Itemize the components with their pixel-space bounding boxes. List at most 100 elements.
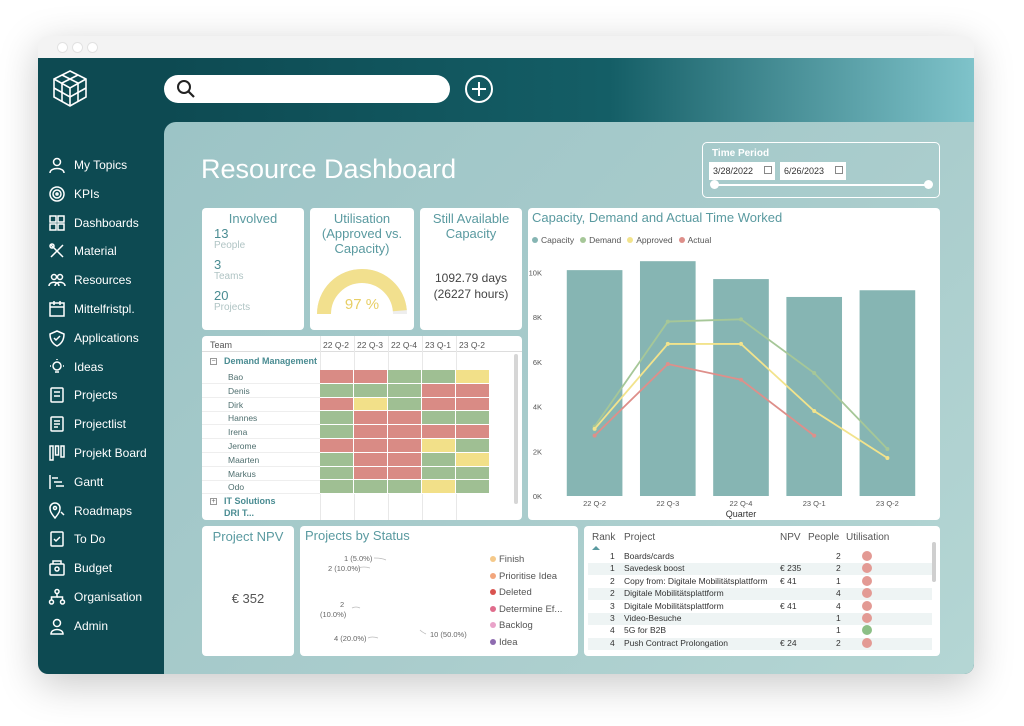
heatmap-cell[interactable]: [354, 452, 388, 467]
sidebar-item-gantt[interactable]: Gantt: [48, 471, 162, 493]
sort-arrow-icon[interactable]: [592, 546, 600, 550]
heatmap-cell[interactable]: [354, 411, 388, 426]
sidebar-item-roadmaps[interactable]: Roadmaps: [48, 500, 162, 522]
heatmap-cell[interactable]: [388, 480, 422, 495]
add-button[interactable]: [464, 74, 494, 104]
heatmap-cell[interactable]: [456, 411, 490, 426]
heatmap-cell[interactable]: [456, 397, 490, 412]
sidebar-item-dashboards[interactable]: Dashboards: [48, 212, 162, 234]
column-header-rank[interactable]: Rank: [592, 532, 616, 543]
heatmap-cell[interactable]: [320, 370, 354, 384]
demand-point[interactable]: [885, 447, 890, 452]
date-slider-track[interactable]: [714, 184, 930, 186]
sidebar-item-my-topics[interactable]: My Topics: [48, 154, 162, 176]
demand-point[interactable]: [739, 317, 743, 322]
sidebar-item-budget[interactable]: Budget: [48, 557, 162, 579]
heatmap-cell[interactable]: [422, 439, 456, 453]
heatmap-cell[interactable]: [422, 425, 456, 439]
heatmap-cell[interactable]: [388, 425, 422, 439]
heatmap-cell[interactable]: [320, 397, 354, 412]
heatmap-cell[interactable]: [422, 397, 456, 412]
start-date-input[interactable]: 3/28/2022: [709, 162, 775, 180]
heatmap-cell[interactable]: [422, 466, 456, 481]
expand-icon[interactable]: +: [210, 498, 217, 506]
heatmap-cell[interactable]: [456, 480, 490, 495]
table-row[interactable]: 3 Digitale Mobilitätsplattform € 41 4: [588, 600, 932, 613]
sidebar-item-projekt-board[interactable]: Projekt Board: [48, 442, 162, 464]
heatmap-cell[interactable]: [320, 480, 354, 495]
slider-end-handle[interactable]: [924, 180, 933, 189]
search-input[interactable]: [164, 75, 450, 103]
capacity-bar[interactable]: [639, 261, 696, 496]
status-legend-item[interactable]: Deleted: [490, 585, 562, 602]
approved-point[interactable]: [739, 341, 743, 346]
heatmap-cell[interactable]: [320, 383, 354, 398]
sidebar-item-kpis[interactable]: KPIs: [48, 183, 162, 205]
end-date-input[interactable]: 6/26/2023: [780, 162, 846, 180]
table-row[interactable]: 2 Digitale Mobilitätsplattform 4: [588, 588, 932, 601]
status-legend-item[interactable]: Backlog: [490, 618, 562, 635]
heatmap-cell[interactable]: [388, 439, 422, 453]
slider-start-handle[interactable]: [710, 180, 719, 189]
demand-point[interactable]: [665, 319, 670, 324]
sidebar-item-to-do[interactable]: To Do: [48, 528, 162, 550]
table-row[interactable]: 4 Push Contract Prolongation € 24 2: [588, 637, 932, 650]
status-legend-item[interactable]: Prioritise Idea: [490, 569, 562, 586]
actual-point[interactable]: [592, 433, 597, 438]
heatmap-cell[interactable]: [354, 397, 388, 412]
heatmap-cell[interactable]: [320, 425, 354, 439]
calendar-icon[interactable]: [764, 166, 772, 174]
heatmap-cell[interactable]: [422, 383, 456, 398]
heatmap-scrollbar[interactable]: [514, 354, 518, 504]
heatmap-cell[interactable]: [388, 383, 422, 398]
heatmap-cell[interactable]: [456, 439, 490, 453]
heatmap-cell[interactable]: [388, 411, 422, 426]
sidebar-item-projects[interactable]: Projects: [48, 384, 162, 406]
heatmap-cell[interactable]: [422, 452, 456, 467]
table-row[interactable]: 3 Video-Besuche 1: [588, 613, 932, 625]
heatmap-cell[interactable]: [456, 452, 490, 467]
legend-item-actual[interactable]: Actual: [678, 235, 711, 245]
column-header-people[interactable]: People: [808, 532, 840, 543]
table-row[interactable]: 1 Savedesk boost € 235 2: [588, 563, 932, 576]
heatmap-cell[interactable]: [422, 411, 456, 426]
heatmap-cell[interactable]: [388, 452, 422, 467]
heatmap-cell[interactable]: [456, 466, 490, 481]
actual-point[interactable]: [812, 433, 817, 438]
heatmap-cell[interactable]: [320, 466, 354, 481]
heatmap-cell[interactable]: [354, 466, 388, 481]
legend-item-capacity[interactable]: Capacity: [532, 235, 574, 245]
approved-point[interactable]: [665, 341, 670, 346]
sidebar-item-mittelfristpl[interactable]: Mittelfristpl.: [48, 298, 162, 320]
table-scrollbar[interactable]: [932, 542, 936, 582]
heatmap-cell[interactable]: [354, 439, 388, 453]
capacity-bar[interactable]: [786, 296, 843, 496]
capacity-bar[interactable]: [566, 270, 623, 496]
capacity-bar[interactable]: [859, 290, 916, 496]
approved-point[interactable]: [812, 409, 817, 414]
sidebar-item-material[interactable]: Material: [48, 240, 162, 262]
heatmap-cell[interactable]: [354, 383, 388, 398]
demand-point[interactable]: [812, 371, 817, 375]
heatmap-cell[interactable]: [456, 370, 490, 384]
calendar-icon[interactable]: [835, 166, 843, 174]
column-header-project[interactable]: Project: [624, 532, 656, 543]
column-header-npv[interactable]: NPV: [780, 532, 801, 543]
status-legend-item[interactable]: Finish: [490, 552, 562, 569]
heatmap-cell[interactable]: [422, 480, 456, 495]
heatmap-cell[interactable]: [320, 452, 354, 467]
sidebar-item-projectlist[interactable]: Projectlist: [48, 413, 162, 435]
legend-item-demand[interactable]: Demand: [580, 235, 621, 245]
heatmap-cell[interactable]: [354, 480, 388, 495]
heatmap-cell[interactable]: [388, 397, 422, 412]
actual-point[interactable]: [739, 377, 743, 382]
actual-point[interactable]: [665, 362, 670, 367]
status-legend-item[interactable]: Idea: [490, 635, 562, 652]
table-row[interactable]: 4 5G for B2B 1: [588, 625, 932, 637]
heatmap-cell[interactable]: [388, 466, 422, 481]
collapse-icon[interactable]: −: [210, 358, 217, 365]
heatmap-cell[interactable]: [354, 425, 388, 439]
sidebar-item-admin[interactable]: Admin: [48, 615, 162, 637]
sidebar-item-applications[interactable]: Applications: [48, 327, 162, 349]
heatmap-cell[interactable]: [320, 411, 354, 426]
